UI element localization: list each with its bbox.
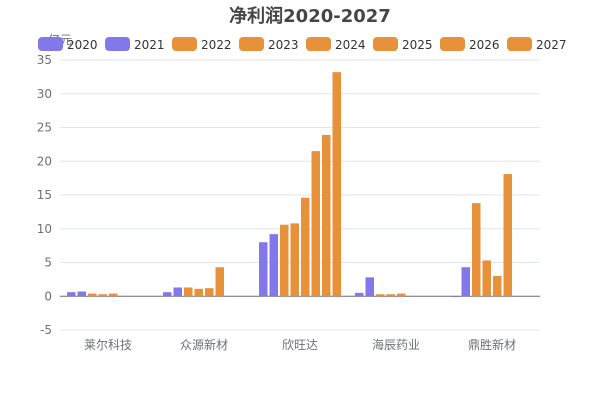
- legend-item[interactable]: 2026: [440, 37, 500, 52]
- bar: [280, 224, 289, 297]
- y-tick-label: 0: [44, 289, 52, 303]
- bar: [163, 292, 172, 297]
- bar: [332, 72, 341, 297]
- bar: [301, 197, 310, 297]
- bar: [215, 267, 224, 297]
- legend-item[interactable]: 2024: [306, 37, 366, 52]
- legend-swatch: [172, 37, 197, 51]
- bar: [259, 242, 268, 297]
- bar: [365, 277, 374, 297]
- bar: [67, 292, 76, 297]
- y-tick-label: 15: [37, 188, 52, 202]
- x-tick-label: 海辰药业: [372, 337, 420, 352]
- bar: [397, 293, 406, 297]
- bar: [184, 287, 193, 297]
- y-tick-label: -5: [40, 323, 52, 337]
- y-tick-label: 20: [37, 154, 52, 168]
- legend-label: 2023: [268, 38, 299, 52]
- legend-label: 2024: [335, 38, 366, 52]
- legend-label: 2020: [67, 38, 98, 52]
- bar: [77, 291, 86, 297]
- y-tick-label: 25: [37, 121, 52, 135]
- legend-label: 2022: [201, 38, 232, 52]
- grid-lines: [60, 59, 540, 331]
- legend-item[interactable]: 2027: [507, 37, 567, 52]
- bar: [173, 287, 182, 297]
- legend-label: 2021: [134, 38, 165, 52]
- bar: [322, 134, 331, 297]
- legend-swatch: [239, 37, 264, 51]
- y-tick-label: 10: [37, 222, 52, 236]
- bar: [355, 292, 364, 297]
- legend-item[interactable]: 2021: [105, 37, 165, 52]
- legend-item[interactable]: 2020: [38, 37, 98, 52]
- bar: [503, 174, 512, 297]
- bar: [386, 294, 395, 297]
- bar: [472, 203, 481, 297]
- legend-item[interactable]: 2022: [172, 37, 232, 52]
- bar: [269, 234, 278, 297]
- legend-swatch: [38, 37, 63, 51]
- legend-item[interactable]: 2023: [239, 37, 299, 52]
- y-tick-label: 35: [37, 53, 52, 67]
- bar: [194, 288, 203, 297]
- legend-label: 2025: [402, 38, 433, 52]
- bar: [98, 294, 107, 297]
- y-tick-label: 30: [37, 87, 52, 101]
- bar: [451, 296, 460, 297]
- x-tick-label: 欣旺达: [282, 338, 318, 352]
- bar: [311, 151, 320, 297]
- legend-swatch: [306, 37, 331, 51]
- legend-label: 2026: [469, 38, 500, 52]
- bar: [461, 267, 470, 297]
- legend-swatch: [507, 37, 532, 51]
- legend-swatch: [373, 37, 398, 51]
- bar: [290, 223, 299, 297]
- bars: [67, 72, 512, 297]
- x-tick-label: 鼎胜新材: [468, 337, 516, 352]
- legend[interactable]: 2020 2021 2022 2023 2024 2025 2026 2027: [38, 37, 567, 52]
- y-tick-label: 5: [44, 256, 52, 270]
- x-tick-label: 众源新材: [180, 337, 228, 352]
- bar: [88, 293, 97, 297]
- legend-label: 2027: [536, 38, 567, 52]
- x-axis-ticks: 莱尔科技 众源新材 欣旺达 海辰药业 鼎胜新材: [84, 337, 516, 352]
- bar: [205, 288, 214, 297]
- bar: [109, 293, 118, 297]
- bar: [376, 294, 385, 297]
- bar: [493, 276, 502, 297]
- legend-item[interactable]: 2025: [373, 37, 433, 52]
- x-tick-label: 莱尔科技: [84, 337, 132, 352]
- legend-swatch: [440, 37, 465, 51]
- legend-swatch: [105, 37, 130, 51]
- y-axis-ticks: -5 0 5 10 15 20 25 30 35: [37, 53, 52, 337]
- chart-title: 净利润2020-2027: [229, 5, 391, 27]
- bar: [482, 260, 491, 297]
